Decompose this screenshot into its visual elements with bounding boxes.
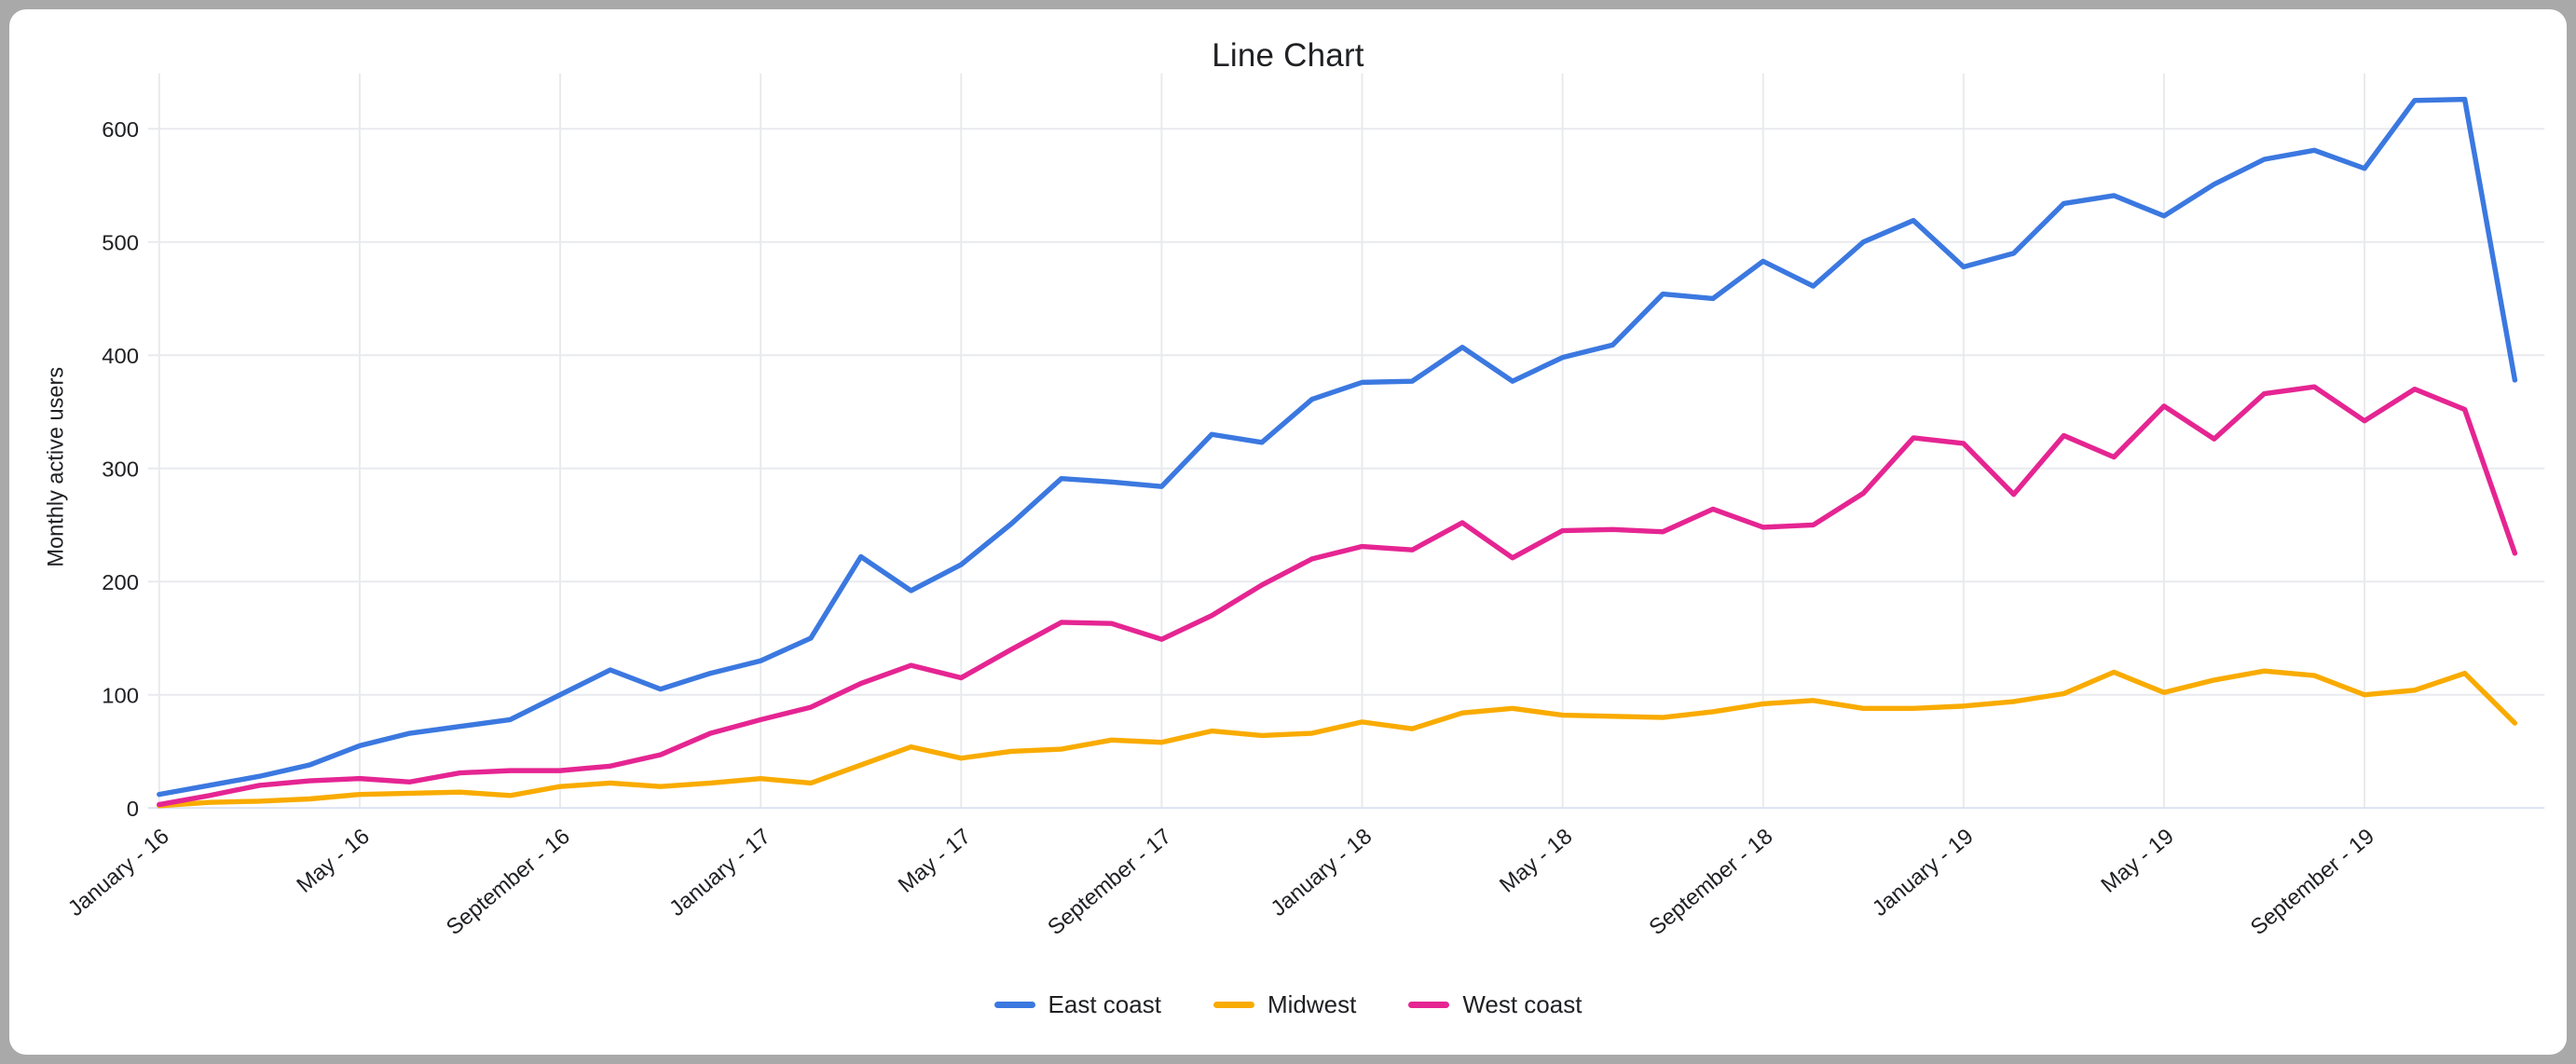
series-line-east-coast[interactable] xyxy=(157,96,2518,798)
x-tick-label: May - 16 xyxy=(293,825,375,898)
x-tick-label: September - 18 xyxy=(1645,825,1778,940)
y-tick-label: 300 xyxy=(102,458,139,483)
legend-swatch-icon xyxy=(993,1002,1035,1008)
y-axis-title: Monthly active users xyxy=(44,367,68,567)
x-tick-label: May - 17 xyxy=(894,825,976,898)
series-line-midwest[interactable] xyxy=(157,668,2518,809)
x-tick-label: May - 19 xyxy=(2097,825,2179,898)
legend-label: East coast xyxy=(1048,990,1161,1018)
x-tick-label: May - 18 xyxy=(1496,825,1578,898)
chart-title: Line Chart xyxy=(1212,37,1364,74)
series-lines[interactable] xyxy=(157,96,2518,809)
x-tick-label: January - 18 xyxy=(1267,825,1377,921)
y-tick-label: 600 xyxy=(102,118,139,143)
y-tick-label: 200 xyxy=(102,571,139,595)
y-tick-label: 100 xyxy=(102,685,139,709)
line-chart[interactable]: 0 100 200 300 400 500 600 January - 16 May - 16 S… xyxy=(9,9,2567,1055)
y-tick-label: 400 xyxy=(102,345,139,369)
legend-label: West coast xyxy=(1462,990,1583,1018)
x-tick-label: September - 17 xyxy=(1044,825,1177,940)
x-tick-label: September - 16 xyxy=(442,825,575,940)
legend-item-east-coast[interactable]: East coast xyxy=(993,990,1161,1019)
gridlines xyxy=(147,73,2545,810)
x-tick-label: January - 19 xyxy=(1868,825,1978,921)
legend: East coast Midwest West coast xyxy=(9,990,2567,1019)
legend-item-midwest[interactable]: Midwest xyxy=(1213,990,1356,1019)
x-tick-label: January - 16 xyxy=(63,825,173,921)
legend-swatch-icon xyxy=(1408,1002,1450,1008)
legend-item-west-coast[interactable]: West coast xyxy=(1408,990,1582,1019)
chart-card: Line Chart 0 100 200 300 400 500 600 January - … xyxy=(9,9,2567,1055)
x-tick-label: January - 17 xyxy=(665,825,775,921)
legend-label: Midwest xyxy=(1267,990,1357,1018)
series-line-west-coast[interactable] xyxy=(157,384,2518,808)
y-tick-label: 500 xyxy=(102,232,139,256)
x-tick-label: September - 19 xyxy=(2246,825,2379,940)
y-tick-label: 0 xyxy=(127,798,139,822)
legend-swatch-icon xyxy=(1213,1002,1254,1008)
